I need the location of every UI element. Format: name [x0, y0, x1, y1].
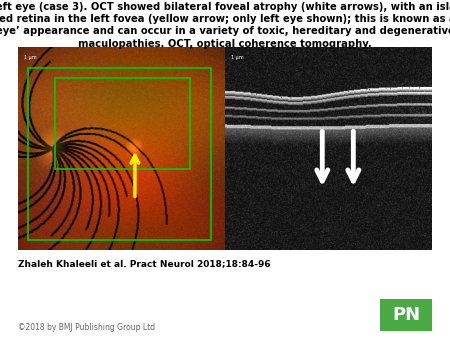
Text: Zhaleh Khaleeli et al. Pract Neurol 2018;18:84-96: Zhaleh Khaleeli et al. Pract Neurol 2018…	[18, 259, 270, 268]
Text: 1 μm: 1 μm	[24, 55, 37, 61]
Bar	[55, 78, 190, 169]
Bar	[28, 68, 211, 240]
Text: PN: PN	[392, 306, 420, 324]
Text: ©2018 by BMJ Publishing Group Ltd: ©2018 by BMJ Publishing Group Ltd	[18, 323, 155, 332]
Text: OCT left eye (case 3). OCT showed bilateral foveal atrophy (white arrows), with : OCT left eye (case 3). OCT showed bilate…	[0, 2, 450, 49]
Text: 1 μm: 1 μm	[231, 55, 244, 61]
